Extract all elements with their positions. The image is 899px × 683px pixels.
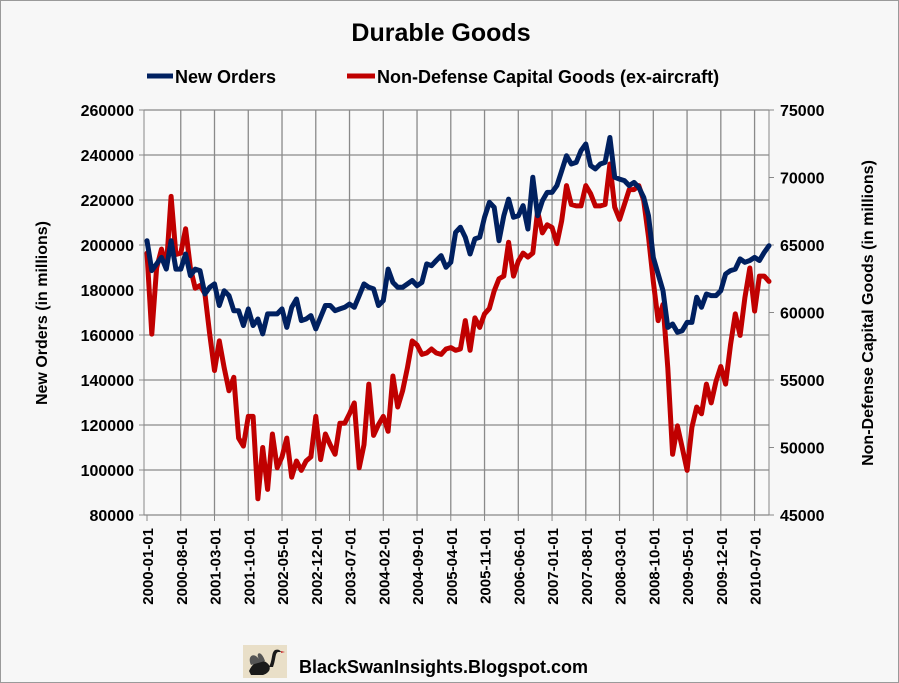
y-tick-label: 240000: [81, 148, 134, 165]
x-tick-label: 2001-10-01: [241, 528, 258, 605]
x-tick-label: 2005-04-01: [444, 528, 461, 605]
x-tick-label: 2000-08-01: [174, 528, 191, 605]
x-tick-label: 2000-01-01: [140, 528, 157, 605]
y2-tick-label: 65000: [780, 238, 825, 255]
y-tick-label: 100000: [81, 463, 134, 480]
y-tick-label: 200000: [81, 238, 134, 255]
x-tick-label: 2005-11-01: [478, 528, 495, 604]
x-tick-label: 2007-01-01: [545, 528, 562, 605]
x-tick-label: 2002-05-01: [275, 528, 292, 605]
y2-tick-label: 60000: [780, 306, 825, 323]
x-tick-label: 2002-12-01: [309, 528, 326, 605]
y2-tick-label: 45000: [780, 508, 825, 525]
footer-site-text: BlackSwanInsights.Blogspot.com: [299, 657, 588, 677]
x-tick-label: 2009-05-01: [680, 528, 697, 605]
x-tick-label: 2004-02-01: [376, 528, 393, 605]
y-tick-label: 140000: [81, 373, 134, 390]
x-tick-label: 2008-03-01: [613, 528, 630, 605]
x-tick-label: 2001-03-01: [208, 528, 225, 605]
y2-tick-label: 75000: [780, 103, 825, 120]
y2-tick-label: 50000: [780, 441, 825, 458]
black-swan-logo: [243, 645, 287, 678]
y-tick-label: 180000: [81, 283, 134, 300]
legend-label-new-orders: New Orders: [175, 67, 276, 87]
y2-tick-label: 55000: [780, 373, 825, 390]
series-lines: [144, 135, 772, 502]
y-tick-label: 220000: [81, 193, 134, 210]
chart-title: Durable Goods: [351, 19, 530, 47]
series-line-capital-goods: [144, 161, 772, 502]
y2-axis-label: Non-Defense Capital Goods (in millions): [860, 160, 877, 466]
legend: New Orders Non-Defense Capital Goods (ex…: [147, 67, 719, 87]
y-axis-label: New Orders (in millions): [34, 221, 51, 405]
series-line-new-orders: [144, 135, 772, 337]
x-tick-label: 2008-10-01: [646, 528, 663, 605]
legend-label-capital-goods: Non-Defense Capital Goods (ex-aircraft): [377, 67, 719, 87]
x-tick-label: 2006-06-01: [511, 528, 528, 605]
y-tick-label: 80000: [90, 508, 135, 525]
right-axis-ticks: 75000 70000 65000 60000 55000 50000 45000: [769, 103, 825, 525]
y-tick-label: 160000: [81, 328, 134, 345]
x-tick-label: 2004-09-01: [410, 528, 427, 605]
left-axis-ticks: 260000 240000 220000 200000 180000 160000 1400…: [81, 103, 144, 525]
y-tick-label: 260000: [81, 103, 134, 120]
x-tick-label: 2010-07-01: [748, 528, 765, 605]
y-tick-label: 120000: [81, 418, 134, 435]
x-axis-ticks: 2000-01-01 2000-08-01 2001-03-01 2001-10-01…: [140, 515, 765, 605]
x-tick-label: 2007-08-01: [579, 528, 596, 605]
x-tick-label: 2003-07-01: [343, 528, 360, 605]
x-tick-label: 2009-12-01: [714, 528, 731, 605]
y2-tick-label: 70000: [780, 171, 825, 188]
